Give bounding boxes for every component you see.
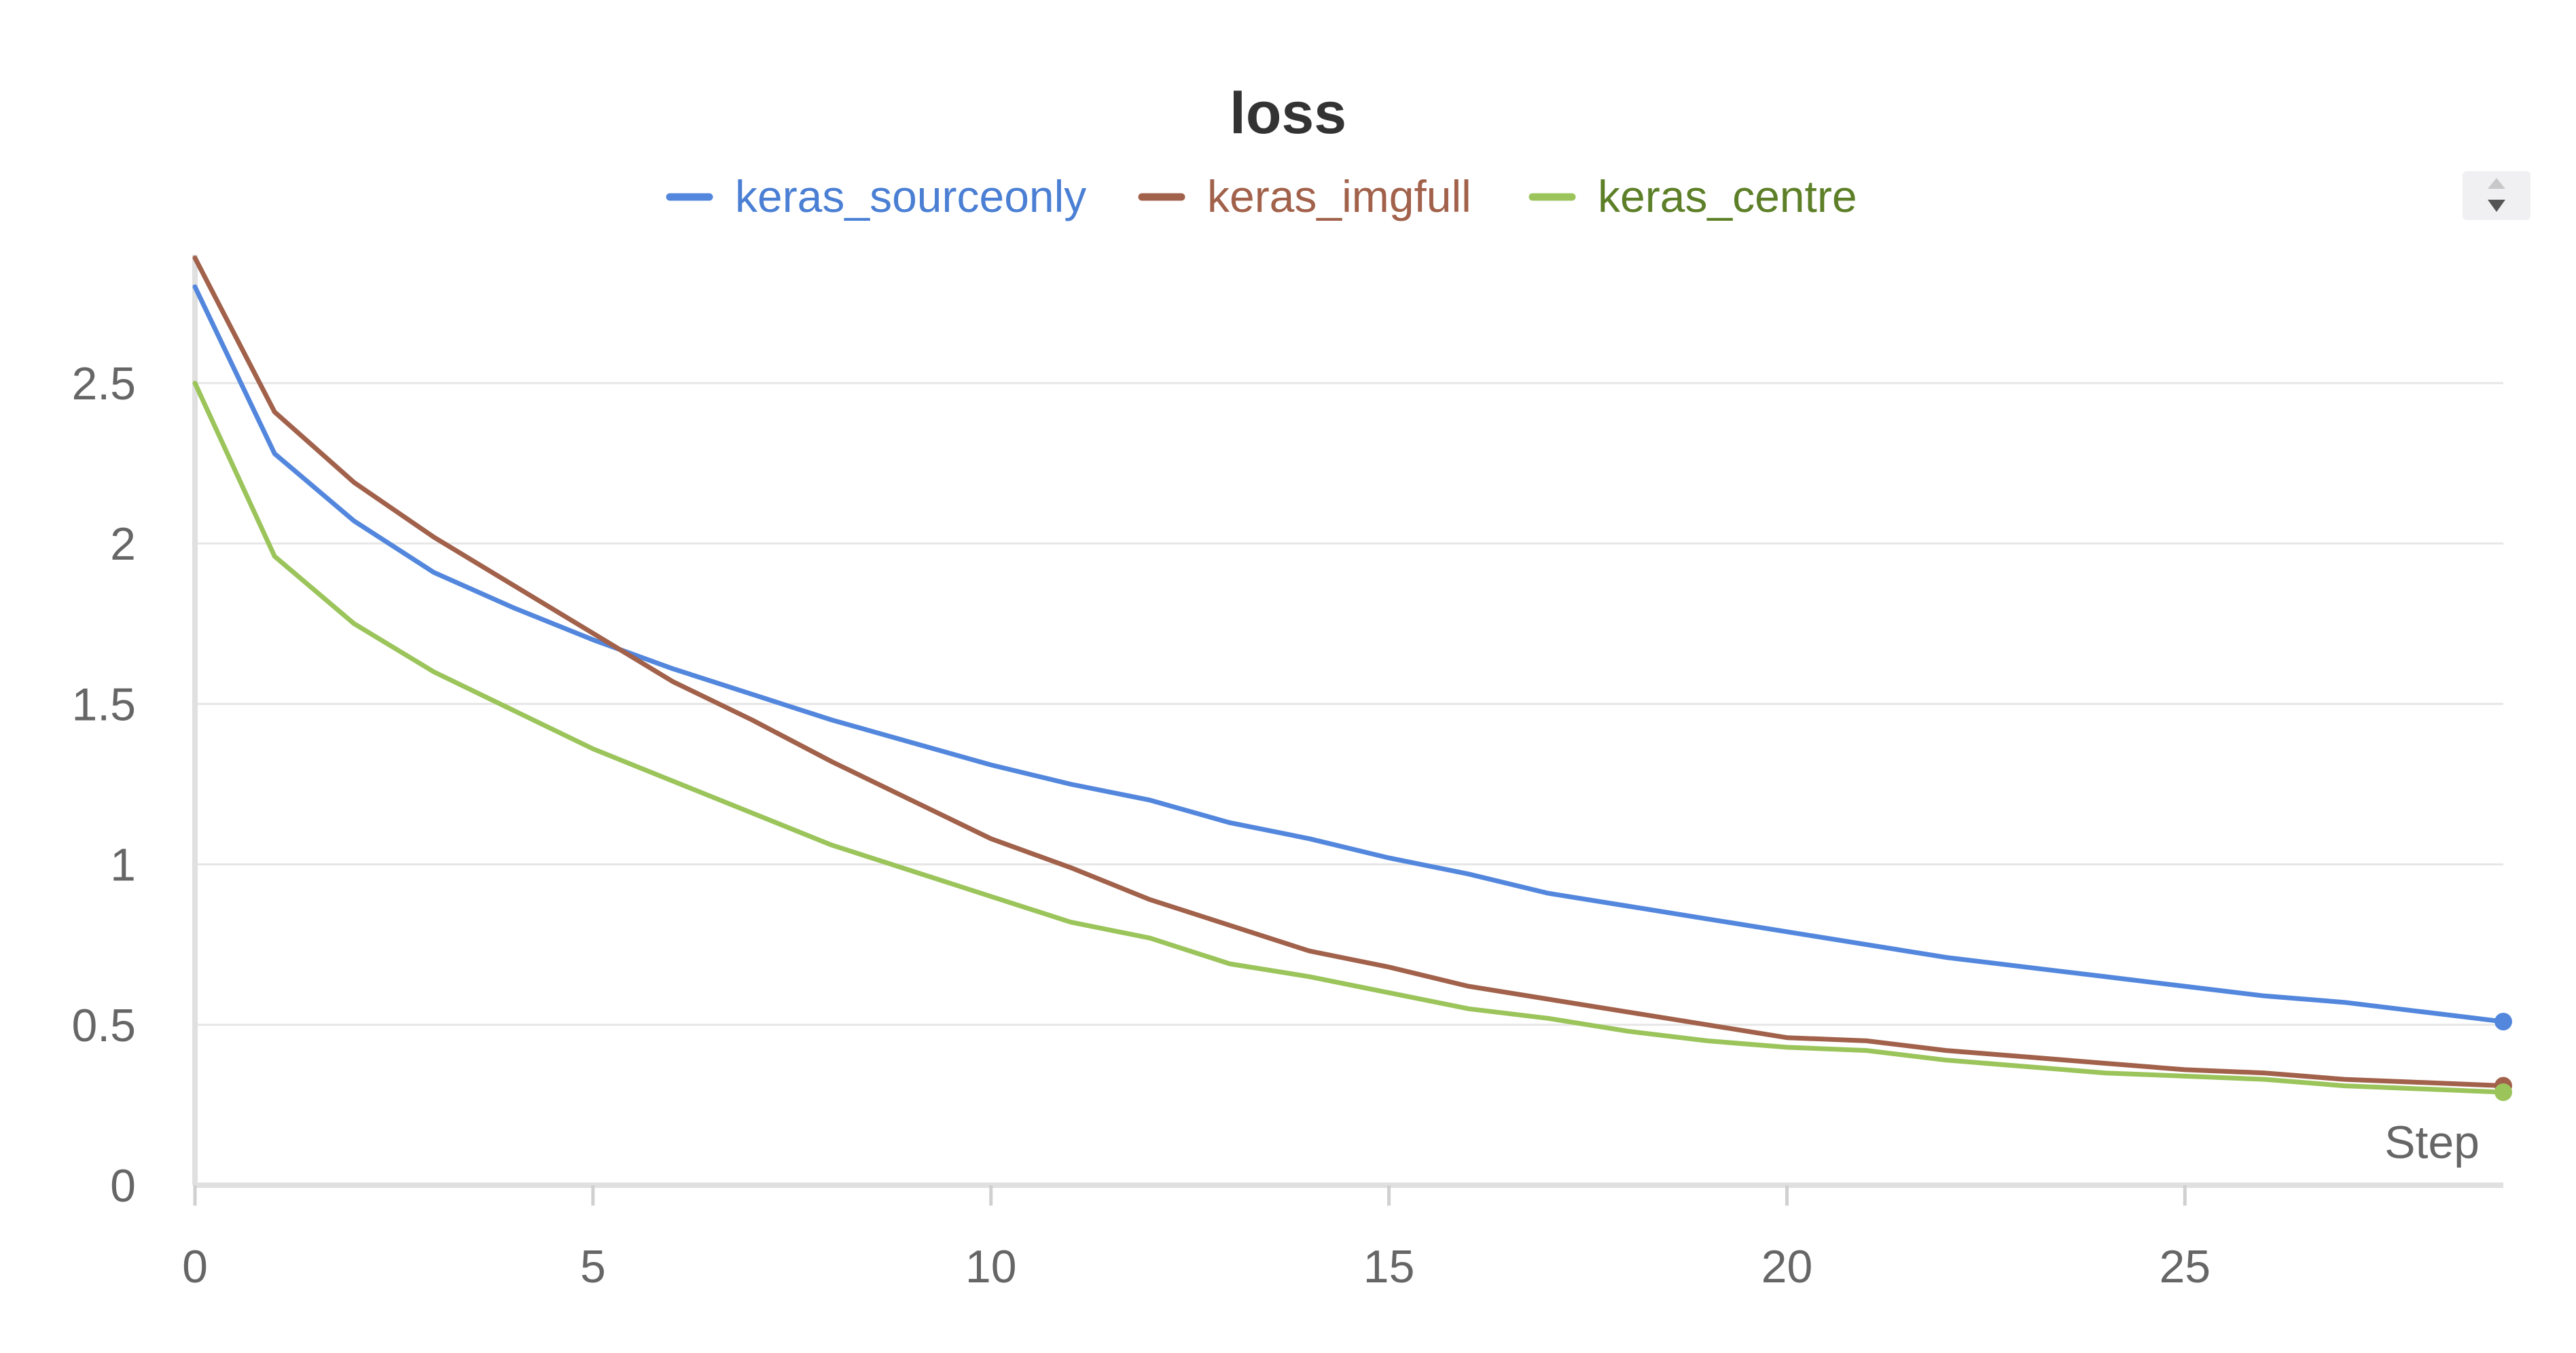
y-tick-label: 0.5 [71,1000,136,1051]
x-tick-label: 5 [580,1241,606,1293]
scroll-up-icon[interactable] [2488,178,2505,189]
y-tick-label: 0 [110,1160,136,1212]
scroll-down-icon[interactable] [2488,200,2505,212]
x-tick-label: 10 [965,1241,1017,1293]
series-end-point-keras_sourceonly [2494,1013,2512,1031]
series-end-point-keras_centre [2494,1083,2512,1101]
x-tick-label: 20 [1761,1241,1813,1293]
x-tick-label: 15 [1363,1241,1415,1293]
legend-label-keras_imgfull: keras_imgfull [1207,171,1471,221]
y-tick-label: 1.5 [71,679,136,730]
series-line-keras_imgfull [192,255,2506,1089]
chart-gridlines [195,382,2503,1026]
legend-label-keras_sourceonly: keras_sourceonly [735,171,1086,221]
y-tick-label: 2.5 [71,358,136,410]
chart-title: loss [1230,81,1346,146]
x-tick-label: 0 [182,1241,208,1293]
y-tick-label: 2 [110,518,136,570]
x-axis-title: Step [2384,1117,2480,1168]
y-tick-label: 1 [110,840,136,891]
series-line-keras_centre [192,380,2506,1095]
series-line-keras_sourceonly [192,284,2506,1024]
chart-axes: 0 0.5 1 1.5 2 2.5 0 5 10 15 20 25 [71,255,2503,1293]
chart-series [192,255,2512,1101]
legend-scroll-background [2463,171,2530,220]
chart-legend: keras_sourceonly keras_imgfull keras_centr… [666,171,1857,221]
legend-label-keras_centre: keras_centre [1598,171,1857,221]
legend-scroll-control[interactable] [2463,171,2530,220]
x-tick-label: 25 [2159,1241,2211,1293]
